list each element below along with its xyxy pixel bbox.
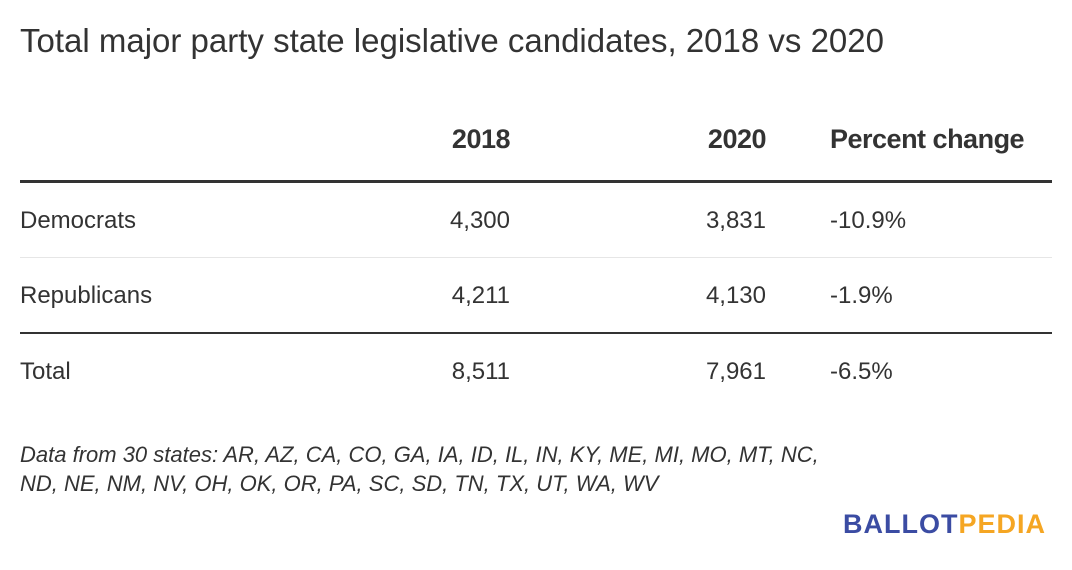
- cell-percent-change: -6.5%: [830, 358, 893, 385]
- cell-2020: 4,130: [705, 282, 766, 309]
- table-row-total: Total 8,511 7,961 -6.5%: [20, 334, 1052, 408]
- chart-title: Total major party state legislative cand…: [20, 22, 884, 59]
- cell-2020: 3,831: [705, 207, 766, 234]
- cell-2020: 7,961: [705, 358, 766, 385]
- data-table: 2018 2020 Percent change Democrats 4,300…: [20, 110, 1052, 408]
- logo-part-pedia: PEDIA: [958, 509, 1046, 539]
- cell-2018: 8,511: [451, 358, 510, 385]
- cell-2018: 4,300: [449, 207, 510, 234]
- row-label: Democrats: [20, 207, 137, 234]
- logo-part-ballot: BALLOT: [842, 509, 959, 539]
- row-label: Total: [20, 358, 71, 385]
- table-row: Democrats 4,300 3,831 -10.9%: [20, 183, 1052, 258]
- source-note: Data from 30 states: AR, AZ, CA, CO, GA,…: [20, 440, 840, 498]
- cell-percent-change: -10.9%: [830, 207, 907, 234]
- ballotpedia-logo: BALLOTPEDIA: [843, 509, 1046, 540]
- row-label: Republicans: [20, 282, 153, 309]
- table-header-row: 2018 2020 Percent change: [20, 110, 1052, 183]
- header-2020: 2020: [707, 124, 767, 154]
- header-2018: 2018: [451, 124, 511, 154]
- cell-percent-change: -1.9%: [830, 282, 893, 309]
- source-note-line: ND, NE, NM, NV, OH, OK, OR, PA, SC, SD, …: [20, 471, 659, 496]
- source-note-line: Data from 30 states: AR, AZ, CA, CO, GA,…: [20, 442, 819, 467]
- table-row: Republicans 4,211 4,130 -1.9%: [20, 258, 1052, 334]
- header-percent-change: Percent change: [830, 124, 1025, 154]
- cell-2018: 4,211: [451, 282, 510, 309]
